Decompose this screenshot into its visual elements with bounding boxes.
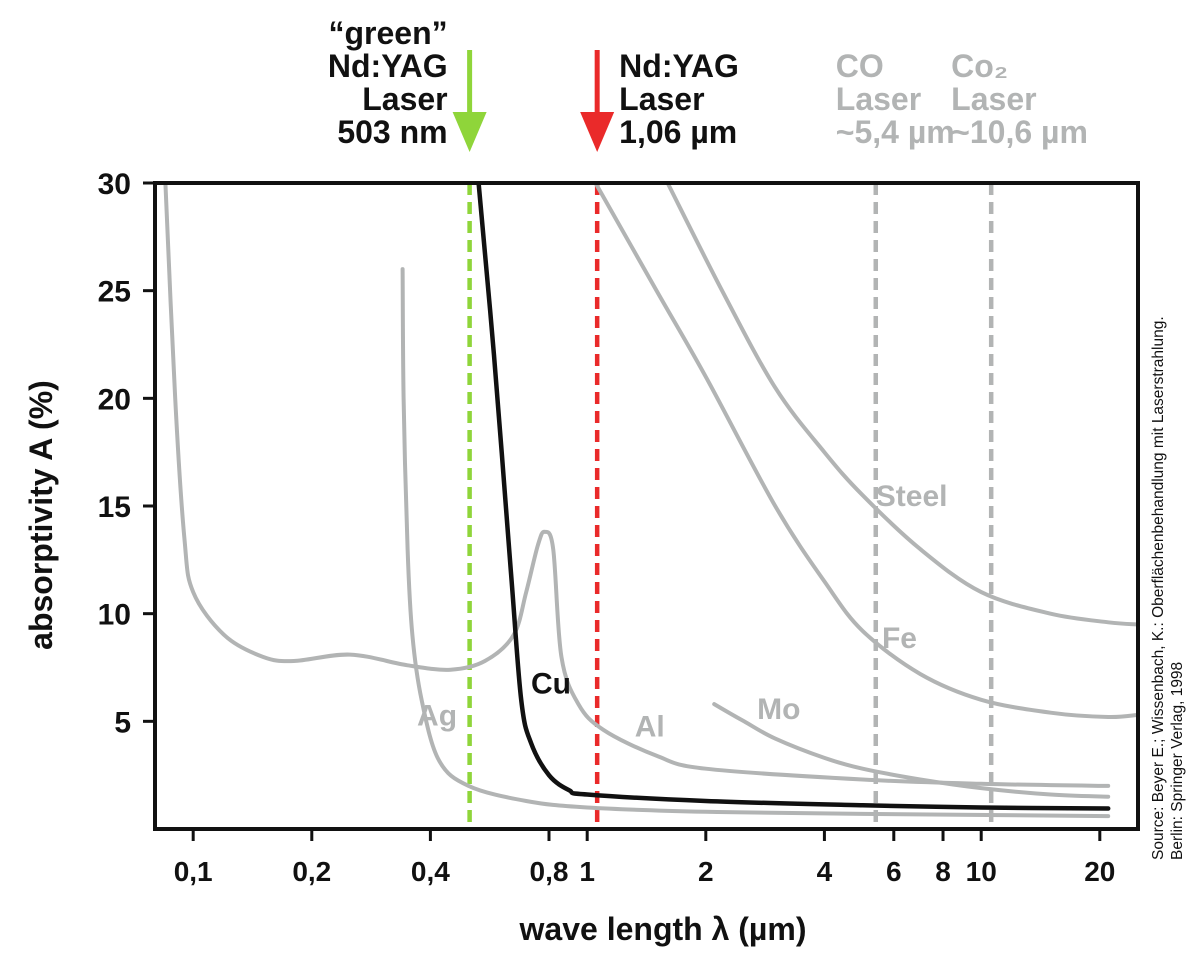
laser-label-line: “green” — [328, 15, 447, 51]
x-tick-label: 6 — [886, 856, 902, 887]
series-label-fe: Fe — [882, 622, 917, 655]
laser-arrow-head — [580, 112, 615, 152]
laser-arrow-head — [452, 112, 487, 152]
y-tick-label: 30 — [98, 168, 131, 201]
x-tick-label: 0,2 — [292, 856, 331, 887]
x-tick-label: 10 — [966, 856, 997, 887]
laser-label-line: Nd:YAG — [328, 48, 448, 84]
x-tick-label: 0,4 — [411, 856, 450, 887]
laser-label-line: 1,06 µm — [619, 114, 737, 150]
laser-label-line: 503 nm — [337, 114, 447, 150]
data-series — [163, 183, 1138, 819]
x-tick-label: 0,1 — [174, 856, 213, 887]
series-label-cu: Cu — [531, 667, 571, 700]
series-label-mo: Mo — [757, 693, 800, 726]
y-tick-label: 25 — [98, 276, 131, 309]
source-line-1: Source: Beyer E.; Wissenbach, K.: Oberfl… — [1150, 316, 1167, 860]
series-line-fe — [593, 183, 1138, 720]
laser-label-line: Nd:YAG — [619, 48, 739, 84]
y-axis-ticks: 5 10 15 20 25 30 — [98, 168, 155, 739]
series-line-al — [163, 183, 1111, 788]
x-tick-label: 2 — [698, 856, 714, 887]
source-line-2: Berlin: Springer Verlag, 1998 — [1169, 662, 1186, 860]
source-credit: Source: Beyer E.; Wissenbach, K.: Oberfl… — [1150, 316, 1186, 860]
laser-label-line: Laser — [836, 81, 921, 117]
series-label-al: Al — [635, 710, 665, 743]
x-tick-label: 0,8 — [530, 856, 569, 887]
laser-label-line: ~10,6 µm — [951, 114, 1088, 150]
laser-label-line: CO — [836, 48, 884, 84]
series-label-ag: Ag — [417, 700, 457, 733]
y-axis-title: absorptivity A (%) — [23, 380, 59, 650]
y-tick-label: 15 — [98, 491, 131, 524]
laser-label-line: Co₂ — [951, 48, 1008, 84]
laser-label-line: Laser — [362, 81, 447, 117]
x-axis-title: wave length λ (µm) — [519, 911, 807, 947]
x-tick-label: 8 — [935, 856, 951, 887]
laser-label-line: ~5,4 µm — [836, 114, 955, 150]
x-tick-label: 1 — [579, 856, 595, 887]
y-tick-label: 10 — [98, 599, 131, 632]
laser-label-line: Laser — [619, 81, 704, 117]
series-line-steel — [665, 183, 1138, 627]
x-tick-label: 20 — [1084, 856, 1115, 887]
series-line-mo — [712, 702, 1111, 799]
series-line-cu — [476, 183, 1111, 811]
y-tick-label: 5 — [114, 706, 131, 739]
series-label-steel: Steel — [876, 480, 948, 513]
x-tick-label: 4 — [817, 856, 833, 887]
x-axis-ticks: 0,1 0,2 0,4 0,8 1 2 4 6 8 10 20 — [174, 829, 1115, 887]
y-tick-label: 20 — [98, 383, 131, 416]
series-line-ag — [400, 267, 1111, 819]
laser-label-line: Laser — [951, 81, 1036, 117]
series-labels: Cu Ag Al Mo Fe Steel — [417, 480, 947, 743]
